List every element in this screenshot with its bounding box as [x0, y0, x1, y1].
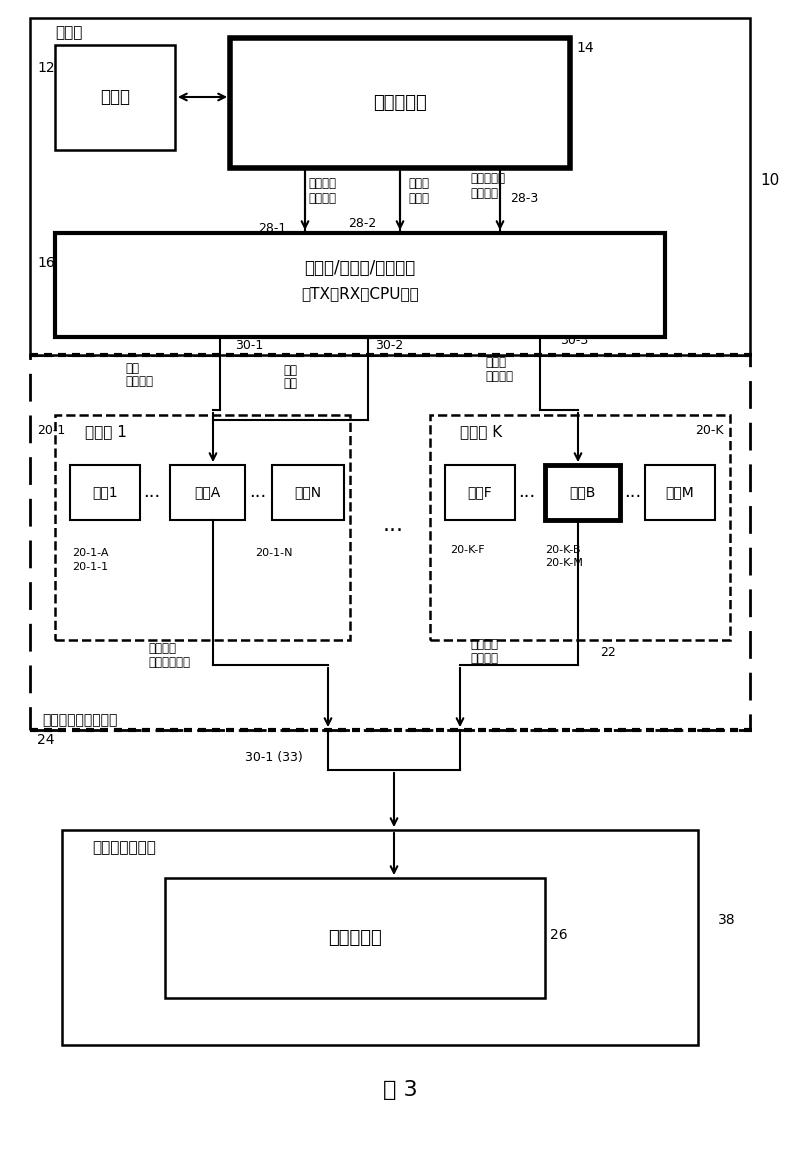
Text: 驻留起: 驻留起: [408, 176, 429, 190]
Text: 发射机/接收机/处理模块: 发射机/接收机/处理模块: [304, 259, 416, 277]
Text: 小区重选块: 小区重选块: [373, 94, 427, 112]
Text: ...: ...: [382, 514, 403, 535]
Text: 图 3: 图 3: [382, 1080, 418, 1100]
Text: 20-K-M: 20-K-M: [545, 558, 583, 567]
Text: 小区: 小区: [125, 361, 139, 374]
Text: （请求）信号: （请求）信号: [148, 656, 190, 669]
Text: 小区B: 小区B: [569, 485, 595, 500]
Text: 10: 10: [760, 173, 779, 188]
Text: 20-1-1: 20-1-1: [72, 562, 108, 572]
Text: 20-1-A: 20-1-A: [72, 548, 109, 558]
Text: （数据）: （数据）: [470, 653, 498, 665]
Bar: [30, 18, 750, 355]
Text: 驻留: 驻留: [283, 364, 297, 376]
Text: 接收信号: 接收信号: [308, 191, 336, 205]
Text: 20-1: 20-1: [37, 424, 66, 436]
Text: 小区列表: 小区列表: [148, 641, 176, 655]
Text: 12: 12: [37, 61, 54, 75]
Bar: [55, 45, 175, 150]
Text: 14: 14: [576, 41, 594, 55]
Text: 小区M: 小区M: [666, 485, 694, 500]
Text: 22: 22: [600, 646, 616, 658]
Bar: [30, 355, 750, 730]
Bar: [165, 878, 545, 998]
Text: 无线电敏感地理区域: 无线电敏感地理区域: [42, 712, 118, 727]
Text: 20-1-N: 20-1-N: [255, 548, 293, 558]
Text: 28-3: 28-3: [510, 191, 538, 205]
Text: 信号: 信号: [283, 376, 297, 389]
Text: 子网络 1: 子网络 1: [85, 425, 127, 440]
Text: 另外的: 另外的: [485, 356, 506, 368]
Text: 30-3: 30-3: [560, 334, 588, 346]
Text: 38: 38: [718, 913, 736, 927]
Bar: [55, 233, 665, 337]
Text: ...: ...: [518, 483, 536, 501]
Text: 小区列表: 小区列表: [308, 176, 336, 190]
Bar: [545, 465, 620, 520]
Text: 30-2: 30-2: [375, 338, 403, 351]
Text: 另外的驻留: 另外的驻留: [470, 171, 505, 184]
Text: 网络（主网络）: 网络（主网络）: [92, 840, 156, 855]
Text: 26: 26: [550, 928, 568, 942]
Text: 小区A: 小区A: [194, 485, 220, 500]
Bar: [70, 465, 140, 520]
Bar: [55, 416, 350, 640]
Text: 驻留信号: 驻留信号: [485, 369, 513, 382]
Text: 20-K: 20-K: [695, 424, 723, 436]
Bar: [62, 830, 698, 1045]
Text: （TX、RX、CPU等）: （TX、RX、CPU等）: [301, 287, 419, 302]
Text: 20-K-B: 20-K-B: [545, 546, 581, 555]
Text: 子网络 K: 子网络 K: [460, 425, 502, 440]
Text: 28-2: 28-2: [348, 216, 376, 229]
Text: 存储器: 存储器: [100, 87, 130, 106]
Text: 30-1 (33): 30-1 (33): [245, 752, 302, 764]
Text: ...: ...: [624, 483, 642, 501]
Bar: [230, 38, 570, 168]
Text: ...: ...: [143, 483, 161, 501]
Bar: [170, 465, 245, 520]
Text: 列表信号: 列表信号: [125, 374, 153, 388]
Text: 起始信号: 起始信号: [470, 186, 498, 199]
Text: 移动台: 移动台: [55, 25, 82, 40]
Text: 30-1: 30-1: [235, 338, 263, 351]
Text: 16: 16: [37, 256, 54, 270]
Text: 28-1: 28-1: [258, 221, 286, 235]
Bar: [272, 465, 344, 520]
Text: 小区N: 小区N: [294, 485, 322, 500]
Text: 小区1: 小区1: [92, 485, 118, 500]
Text: 始信号: 始信号: [408, 191, 429, 205]
Bar: [445, 465, 515, 520]
Text: 20-K-F: 20-K-F: [450, 546, 485, 555]
Text: 驻留信号: 驻留信号: [470, 639, 498, 651]
Bar: [645, 465, 715, 520]
Text: 网络提供商: 网络提供商: [328, 929, 382, 947]
Text: ...: ...: [250, 483, 266, 501]
Text: 24: 24: [37, 733, 54, 747]
Text: 小区F: 小区F: [468, 485, 492, 500]
Bar: [430, 416, 730, 640]
